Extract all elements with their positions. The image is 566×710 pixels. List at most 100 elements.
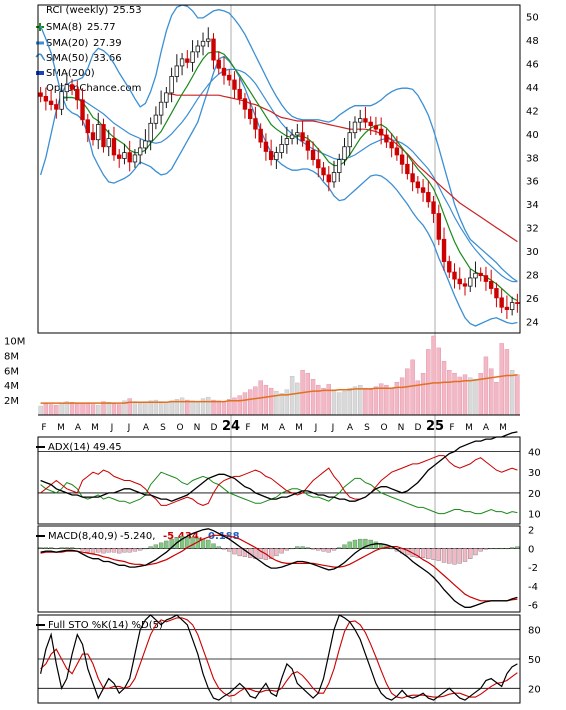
volume-bar [38,405,43,416]
x-axis-label: M [57,423,65,433]
price-candle [164,92,169,103]
price-candle [64,84,70,93]
x-axis-label: F [449,423,454,433]
macd-histogram-bar [69,547,75,549]
macd-histogram-bar [227,548,232,552]
legend-sma20-value: 27.39 [93,38,122,49]
price-candle [96,124,101,141]
price-candle [468,277,473,287]
adx-panel-frame [37,436,521,525]
x-axis-label: J [127,423,131,433]
macd-histogram-bar [90,548,96,554]
legend-sma200-label: SMA(200) [46,68,95,79]
bb-upper-line [39,4,518,283]
x-axis-label: M [261,423,269,433]
macd-histogram-bar [190,537,195,549]
volume-bar [190,400,195,416]
adx-y-tick: 30 [528,468,541,479]
legend-price-label: RCI (weekly) [46,5,108,16]
macd-histogram-bar [54,548,59,550]
price-candle [127,152,132,163]
volume-bar [352,386,358,416]
legend-sma50-label: SMA(50) [46,53,88,64]
price-candle [310,149,316,161]
volume-bar [426,349,431,416]
x-axis-label: D [415,423,422,433]
x-axis-label: A [347,423,354,433]
price-candle [237,88,242,100]
legend-price-value: 25.53 [113,5,142,16]
macd-y-tick: 0 [528,544,534,555]
macd-histogram-bar [473,548,478,556]
volume-bar [473,379,478,416]
macd-histogram-bar [426,548,431,559]
price-candle [143,140,148,149]
macd-histogram-bar [96,548,101,553]
price-candle [190,51,195,63]
price-candle [289,134,295,139]
x-axis-label: J [110,423,114,433]
price-candle [483,275,489,282]
macd-histogram-bar [499,548,504,550]
price-candle [321,167,326,176]
macd-histogram-bar [326,548,331,553]
price-candle [279,143,284,153]
macd-histogram-bar [420,548,426,558]
macd-histogram-bar [310,548,316,550]
volume-bar [509,370,515,416]
price-candle [478,272,483,276]
macd-histogram-bar [295,546,300,549]
stoch-k-line [40,614,518,701]
volume-bar [447,370,452,416]
macd-histogram-bar [363,538,368,549]
volume-bar [85,403,90,416]
volume-bar [431,335,436,416]
price-y-tick: 48 [526,36,539,47]
stoch-label: Full STO %K(14) %D(5) [48,620,163,631]
macd-histogram-bar [515,546,520,549]
x-axis-label: S [160,423,166,433]
macd-histogram-bar [216,546,221,549]
price-candle [85,119,90,134]
sma8-legend-icon [36,23,44,31]
macd-histogram-bar [127,548,132,553]
macd-histogram-bar [494,548,499,550]
stoch-panel-frame [37,614,521,704]
volume-bar [436,347,441,416]
price-y-tick: 36 [526,177,539,188]
volume-y-tick: 10M [4,336,25,347]
macd-histogram-bar [468,548,473,559]
volume-bar [368,389,373,416]
price-y-tick: 40 [526,130,539,141]
volume-bar [221,401,227,416]
macd-histogram-bar [441,548,447,563]
price-candle [195,45,200,53]
volume-bar [237,395,242,416]
volume-bar [242,392,248,416]
macd-histogram-bar [117,548,122,554]
x-axis-label: D [211,423,218,433]
adx-minus-di-line [40,455,518,506]
price-y-tick: 32 [526,224,539,235]
volume-bar [337,392,342,416]
x-axis-label: A [75,423,82,433]
volume-bar [384,384,389,416]
price-y-tick: 26 [526,294,539,305]
price-candle [352,121,358,134]
macd-histogram-bar [331,548,337,551]
price-candle [69,84,75,90]
price-candle [169,76,174,94]
price-y-tick: 28 [526,270,539,281]
adx-y-tick: 40 [528,448,541,459]
price-candle [378,128,384,136]
price-candle [148,122,153,142]
price-candle [447,261,452,273]
macd-line [40,528,518,608]
price-candle [206,38,211,42]
macd-histogram-bar [85,548,90,553]
volume-bar [90,404,96,416]
macd-histogram-bar [452,548,457,565]
macd-panel-frame [37,525,521,613]
macd-histogram-bar [457,548,462,564]
